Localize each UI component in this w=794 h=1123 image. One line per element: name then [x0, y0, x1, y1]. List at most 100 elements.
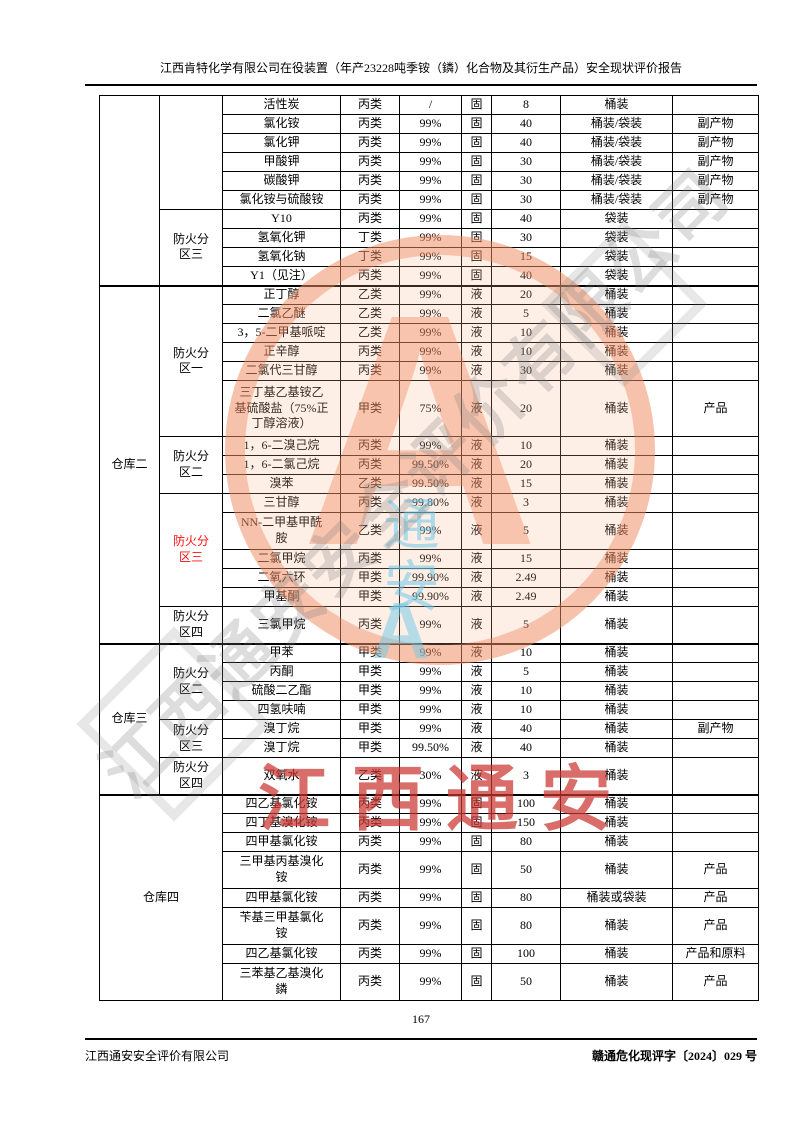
- cell-package: 桶装: [560, 493, 673, 513]
- cell-name: 苄基三甲基氯化 铵: [222, 907, 341, 945]
- footer-company: 江西通安安全评价有限公司: [85, 1049, 230, 1063]
- cell-concentration: 99%: [399, 171, 462, 191]
- cell-note: [672, 738, 759, 758]
- cell-state: 固: [461, 247, 492, 267]
- cell-package: 桶装: [560, 700, 673, 720]
- table-row: 三苯基乙基溴化 鏻丙类 99% 固 50 桶装 产品: [100, 963, 759, 1001]
- cell-quantity: 150: [491, 813, 561, 833]
- cell-category: 丙类: [340, 114, 400, 134]
- cell-note: [672, 587, 759, 607]
- table-row: 苄基三甲基氯化 铵丙类 99% 固 80 桶装 产品: [100, 907, 759, 945]
- table-row: 防火分 区三 Y10 丙类 99% 固 40 袋装: [100, 209, 759, 286]
- table-row: 仓库二 防火分 区一 正丁醇 乙类 99% 液 20 桶装: [99, 284, 759, 644]
- cell-category: 丁类: [340, 228, 400, 248]
- cell-state: 液: [461, 587, 492, 607]
- cell-state: 固: [461, 114, 492, 134]
- table-row: 三丁基乙基铵乙 基硫酸盐（75%正 丁醇溶液） 甲类 75% 液 20 桶装 产品: [100, 380, 759, 437]
- cell-note: [672, 700, 759, 720]
- cell-state: 液: [461, 361, 492, 381]
- cell-name: 溴丁烷: [222, 738, 341, 758]
- cell-concentration: 99%: [399, 813, 462, 833]
- cell-category: 乙类: [340, 323, 400, 343]
- cell-concentration: 75%: [399, 380, 462, 437]
- cell-state: 固: [461, 793, 492, 814]
- cell-state: 液: [461, 738, 492, 758]
- cell-name: Y10: [222, 209, 341, 229]
- cell-concentration: 99%: [399, 342, 462, 362]
- table-body: 活性炭 丙类 / 固 8 桶装 氯化铵 丙类 99% 固 40 桶装/袋装 副产物 氯化钾 丙类 99% 固 40…: [99, 95, 759, 1001]
- cell-quantity: 30: [491, 361, 561, 381]
- cell-package: 桶装: [560, 757, 673, 795]
- table-row: 二氧六环 甲类 99.90% 液 2.49 桶装: [100, 568, 759, 588]
- cell-category: 丙类: [340, 436, 400, 456]
- cell-quantity: 30: [491, 190, 561, 210]
- cell-state: 液: [461, 284, 492, 305]
- cell-name: Y1（见注）: [222, 266, 341, 286]
- cell-category: 甲类: [340, 681, 400, 701]
- cell-package: 桶装: [560, 606, 673, 644]
- table-row: 氢氧化钠 丁类 99% 固 15 袋装: [100, 247, 759, 267]
- cell-state: 液: [461, 757, 492, 795]
- cell-name: 溴苯: [222, 474, 341, 494]
- cell-name: 三苯基乙基溴化 鏻: [222, 963, 341, 1001]
- cell-quantity: 40: [491, 266, 561, 286]
- cell-name: 三丁基乙基铵乙 基硫酸盐（75%正 丁醇溶液）: [222, 380, 341, 437]
- table-row: Y1（见注） 丙类 99% 固 40 袋装: [100, 266, 759, 286]
- cell-category: 乙类: [340, 304, 400, 324]
- cell-name: 1，6-二溴己烷: [222, 436, 341, 456]
- cell-state: 固: [461, 228, 492, 248]
- cell-note: 产品: [672, 907, 759, 945]
- cell-note: [672, 642, 759, 663]
- table-row: 二氯乙醚 乙类 99% 液 5 桶装: [100, 304, 759, 324]
- cell-name: 氯化铵: [222, 114, 341, 134]
- cell-name: 二氯乙醚: [222, 304, 341, 324]
- cell-package: 桶装: [560, 455, 673, 475]
- cell-quantity: 8: [491, 95, 561, 115]
- cell-note: 副产物: [672, 133, 759, 153]
- cell-concentration: /: [399, 95, 462, 115]
- cell-name: 二氯甲烷: [222, 549, 341, 569]
- cell-package: 桶装: [560, 284, 673, 305]
- cell-quantity: 20: [491, 380, 561, 437]
- cell-name: 三氯甲烷: [222, 606, 341, 644]
- cell-state: 固: [461, 963, 492, 1001]
- cell-quantity: 10: [491, 681, 561, 701]
- cell-fire-zone: 防火分 区四: [159, 757, 223, 795]
- cell-category: 丙类: [340, 963, 400, 1001]
- cell-state: 液: [461, 681, 492, 701]
- cell-name: 甲酸钾: [222, 152, 341, 172]
- cell-concentration: 99.50%: [399, 738, 462, 758]
- cell-concentration: 99%: [399, 209, 462, 229]
- cell-concentration: 99%: [399, 642, 462, 663]
- cell-note: [672, 304, 759, 324]
- cell-concentration: 99%: [399, 944, 462, 964]
- cell-category: 丙类: [340, 493, 400, 513]
- cell-state: 液: [461, 304, 492, 324]
- cell-concentration: 99%: [399, 133, 462, 153]
- cell-warehouse: 仓库二: [99, 284, 160, 644]
- cell-concentration: 99.90%: [399, 587, 462, 607]
- cell-category: 丙类: [340, 171, 400, 191]
- cell-note: 产品: [672, 963, 759, 1001]
- cell-category: 丙类: [340, 813, 400, 833]
- cell-name: 丙酮: [222, 662, 341, 682]
- cell-name: 正辛醇: [222, 342, 341, 362]
- cell-package: 桶装: [560, 642, 673, 663]
- cell-package: 桶装: [560, 342, 673, 362]
- cell-state: 固: [461, 209, 492, 229]
- cell-state: 液: [461, 606, 492, 644]
- cell-quantity: 50: [491, 963, 561, 1001]
- cell-package: 桶装: [560, 304, 673, 324]
- cell-quantity: 5: [491, 606, 561, 644]
- cell-state: 液: [461, 512, 492, 550]
- cell-quantity: 10: [491, 642, 561, 663]
- cell-name: 四氢呋喃: [222, 700, 341, 720]
- cell-name: 二氧六环: [222, 568, 341, 588]
- cell-quantity: 15: [491, 247, 561, 267]
- cell-concentration: 99%: [399, 323, 462, 343]
- cell-quantity: 100: [491, 793, 561, 814]
- cell-state: 液: [461, 380, 492, 437]
- cell-state: 固: [461, 190, 492, 210]
- cell-quantity: 40: [491, 209, 561, 229]
- cell-category: 乙类: [340, 284, 400, 305]
